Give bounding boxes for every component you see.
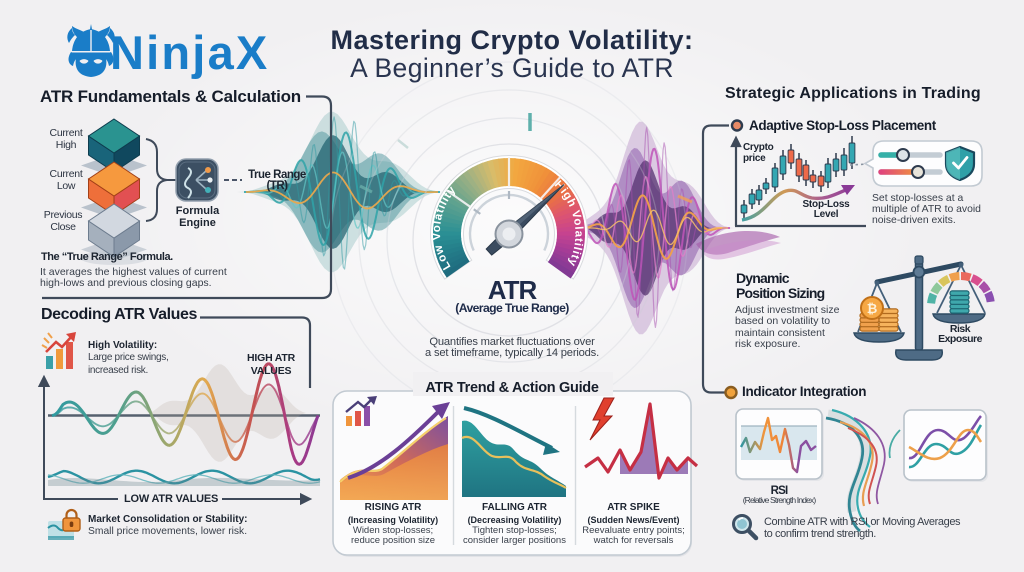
svg-text:₿: ₿ <box>867 301 878 316</box>
